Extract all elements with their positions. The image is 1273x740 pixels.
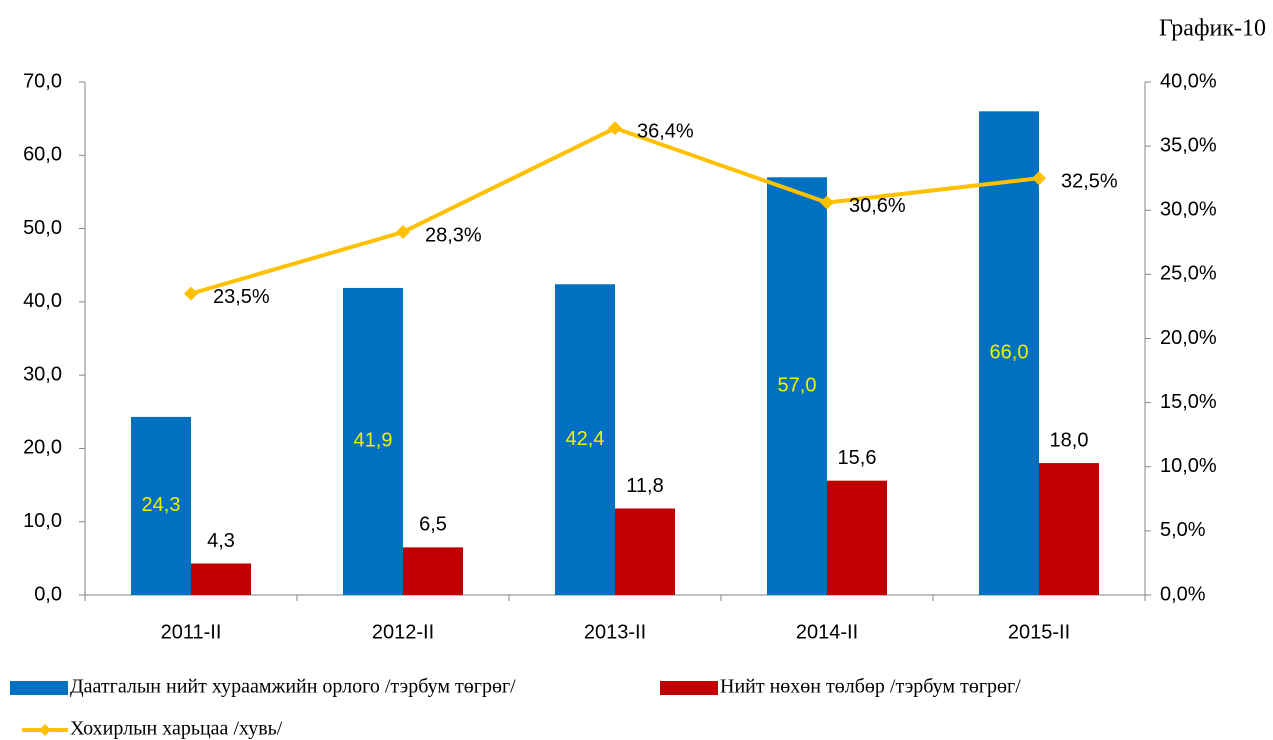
data-label: 32,5% [1061,170,1118,192]
bar [131,416,191,595]
data-label: 57,0 [778,374,817,396]
y2-tick-label: 10,0% [1160,455,1217,477]
bar [827,480,887,595]
y2-tick-label: 0,0% [1160,583,1206,605]
line-marker [396,225,410,240]
y2-tick-label: 20,0% [1160,327,1217,349]
y2-tick-label: 35,0% [1160,134,1217,156]
y-tick-label: 60,0 [23,144,62,166]
legend-label: Даатгалын нийт хураамжийн орлого /тэрбум… [70,676,516,698]
legend-marker [39,724,51,736]
data-label: 18,0 [1050,429,1089,451]
legend-label: Хохирлын харьцаа /хувь/ [70,718,283,740]
line [190,126,1040,296]
y2-tick-label: 30,0% [1160,199,1217,221]
data-label: 24,3 [142,494,181,516]
bar [343,287,403,595]
y-tick-label: 10,0 [23,510,62,532]
y-tick-label: 30,0 [23,363,62,385]
y-tick-label: 0,0 [34,583,62,605]
line-marker [1032,171,1046,186]
x-tick-label: 2011-II [161,621,222,643]
data-label: 6,5 [419,514,447,536]
bar [767,177,827,595]
y-tick-label: 20,0 [23,437,62,459]
data-label: 11,8 [626,475,663,497]
data-label: 41,9 [354,430,393,452]
legend-label: Нийт нөхөн төлбөр /тэрбум төгрөг/ [720,676,1021,698]
bar [615,508,675,595]
y-tick-label: 70,0 [23,70,62,92]
x-tick-label: 2014-II [796,621,858,643]
bar [555,284,615,595]
y2-tick-label: 5,0% [1160,519,1206,541]
line-marker [820,195,834,210]
y2-tick-label: 25,0% [1160,263,1217,285]
bar [979,111,1039,596]
data-label: 4,3 [207,530,235,552]
data-label: 42,4 [566,428,605,450]
data-label: 30,6% [849,195,906,217]
bar [403,547,463,595]
x-tick-label: 2013-II [584,621,646,643]
data-label: 23,5% [213,286,270,308]
chart-annotation: График-10 [1159,16,1266,42]
legend-swatch [660,681,718,695]
data-label: 36,4% [637,120,694,142]
y2-tick-label: 15,0% [1160,391,1217,413]
data-label: 28,3% [425,224,482,246]
line-marker [608,121,622,136]
x-tick-label: 2015-II [1008,621,1070,643]
data-label: 15,6 [838,447,877,469]
x-tick-label: 2012-II [372,621,434,643]
y-tick-label: 50,0 [23,217,62,239]
line-marker [184,286,198,301]
legend-swatch [10,681,68,695]
bar [191,563,251,595]
y2-tick-label: 40,0% [1160,70,1217,92]
bar [1039,463,1099,595]
data-label: 66,0 [990,341,1029,363]
y-tick-label: 40,0 [23,290,62,312]
